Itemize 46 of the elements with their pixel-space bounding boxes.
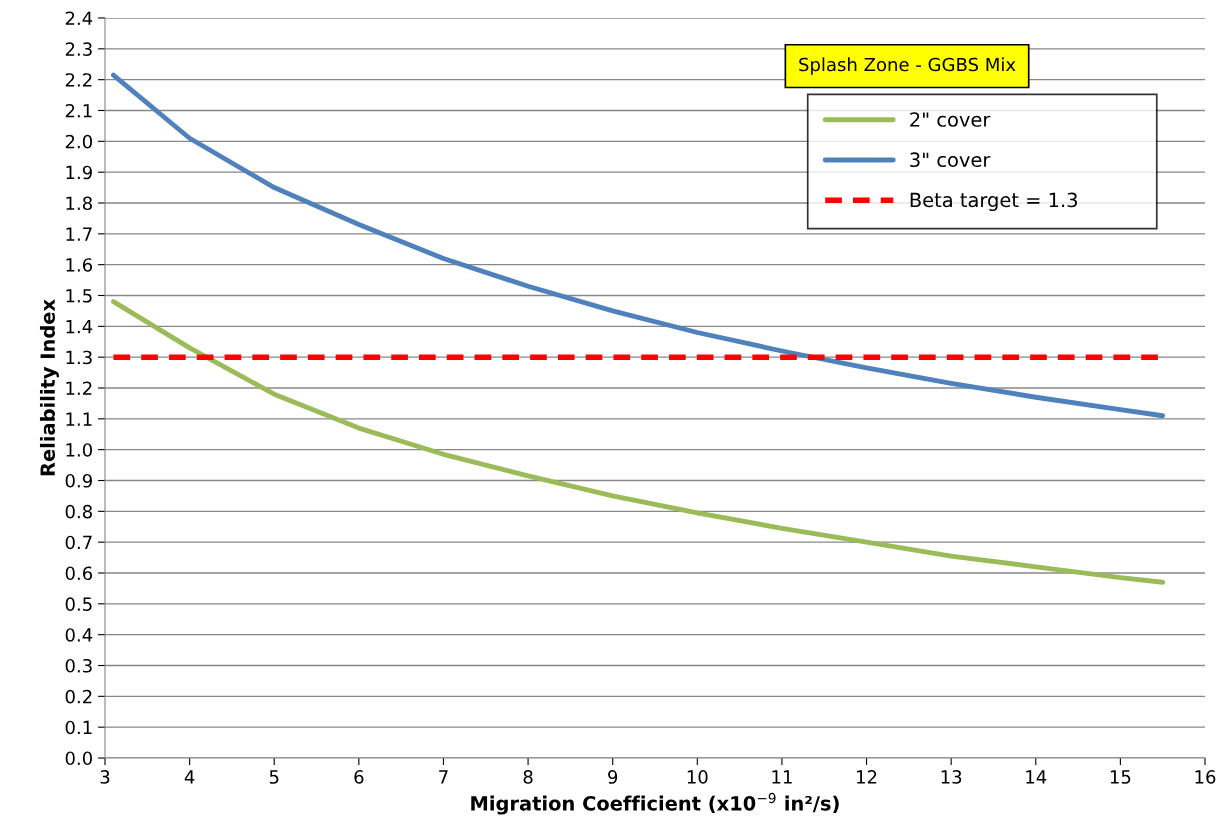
y-tick-label: 0.9 bbox=[65, 473, 92, 488]
y-tick-label: 0.8 bbox=[65, 504, 92, 519]
y-tick-label: 1.2 bbox=[66, 381, 92, 395]
y-tick-label: 1.5 bbox=[66, 289, 92, 303]
x-tick-label: 14 bbox=[1026, 770, 1047, 784]
y-tick-label: 0.4 bbox=[65, 628, 93, 642]
x-tick-label: 3 bbox=[100, 770, 110, 784]
y-tick-label: 0.1 bbox=[65, 720, 92, 735]
y-tick-label: 1.6 bbox=[66, 258, 93, 272]
x-tick-label: 16 bbox=[1195, 770, 1216, 784]
y-tick-label: 1.9 bbox=[66, 165, 92, 180]
x-tick-label: 7 bbox=[439, 770, 448, 784]
x-tick-label: 5 bbox=[269, 770, 279, 784]
x-tick-label: 9 bbox=[608, 770, 618, 784]
y-tick-label: 1.7 bbox=[66, 227, 92, 241]
y-tick-label: 1.4 bbox=[66, 320, 93, 334]
legend-label: 2" cover bbox=[910, 112, 991, 127]
y-tick-label: 2.2 bbox=[65, 73, 92, 87]
y-tick-label: 0.6 bbox=[65, 566, 93, 581]
y-tick-label: 2.3 bbox=[65, 42, 92, 56]
x-tick-label: 12 bbox=[857, 770, 877, 784]
x-tick-label: 15 bbox=[1110, 770, 1131, 784]
x-axis-title: Migration Coefficient (x10$^{−9}$ in²/s) bbox=[471, 792, 839, 815]
x-tick-label: 13 bbox=[941, 770, 962, 784]
y-tick-label: 1.8 bbox=[66, 196, 92, 211]
y-tick-label: 2.0 bbox=[65, 134, 92, 149]
y-tick-label: 1.1 bbox=[66, 412, 92, 426]
legend-title: Splash Zone - GGBS Mix bbox=[799, 57, 1016, 75]
y-tick-label: 0.0 bbox=[65, 751, 92, 766]
x-tick-label: 10 bbox=[687, 770, 708, 784]
x-tick-label: 6 bbox=[354, 770, 364, 784]
line-series bbox=[111, 299, 1166, 585]
legend-label: Beta target = 1.3 bbox=[910, 192, 1077, 212]
y-tick-label: 2.4 bbox=[65, 11, 93, 25]
y-tick-label: 1.3 bbox=[66, 350, 92, 365]
x-tick-label: 11 bbox=[772, 770, 792, 784]
x-tick-label: 4 bbox=[184, 770, 195, 784]
y-tick-label: 0.7 bbox=[65, 535, 92, 550]
legend-label: 3" cover bbox=[910, 152, 991, 168]
y-tick-label: 0.3 bbox=[65, 658, 92, 673]
y-tick-label: 0.5 bbox=[65, 597, 92, 611]
y-tick-label: 1.0 bbox=[66, 443, 92, 457]
y-tick-label: 2.1 bbox=[65, 103, 92, 118]
y-axis-title: Reliability Index bbox=[39, 299, 59, 476]
x-tick-label: 8 bbox=[523, 770, 533, 784]
y-tick-label: 0.2 bbox=[65, 689, 92, 704]
